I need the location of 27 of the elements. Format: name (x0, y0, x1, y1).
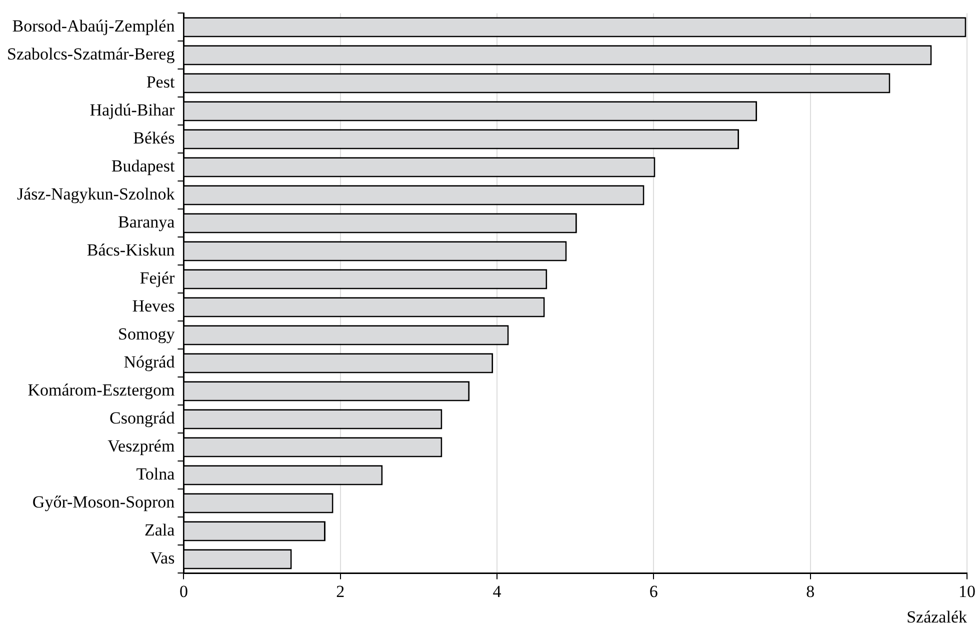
y-tick-label: Pest (146, 72, 175, 92)
x-axis-title: Százalék (906, 607, 968, 626)
y-tick-label: Tolna (136, 464, 176, 484)
y-tick-label: Nógrád (124, 352, 176, 372)
y-tick-label: Veszprém (108, 436, 175, 456)
x-tick-label: 2 (336, 582, 345, 601)
y-tick-label: Komárom-Esztergom (28, 380, 175, 400)
y-tick-label: Budapest (111, 156, 175, 176)
y-tick-label: Jász-Nagykun-Szolnok (17, 184, 176, 204)
y-tick-label: Békés (133, 128, 175, 148)
x-tick-label: 10 (958, 582, 976, 601)
y-tick-label: Hajdú-Bihar (90, 100, 176, 120)
y-tick-label: Fejér (140, 268, 176, 288)
y-tick-label: Szabolcs-Szatmár-Bereg (7, 44, 176, 64)
y-tick-label: Vas (150, 548, 175, 568)
x-tick-label: 4 (492, 582, 502, 601)
y-tick-label: Borsod-Abaúj-Zemplén (12, 16, 176, 36)
y-tick-label: Győr-Moson-Sopron (32, 492, 176, 512)
y-tick-label: Csongrád (110, 408, 176, 428)
x-tick-label: 8 (806, 582, 815, 601)
y-tick-label: Baranya (118, 212, 176, 232)
x-tick-label: 6 (649, 582, 658, 601)
y-tick-label: Bács-Kiskun (86, 240, 176, 260)
y-tick-label: Zala (144, 520, 176, 540)
x-tick-label: 0 (179, 582, 188, 601)
y-tick-label: Somogy (118, 324, 176, 344)
y-tick-label: Heves (132, 296, 175, 316)
